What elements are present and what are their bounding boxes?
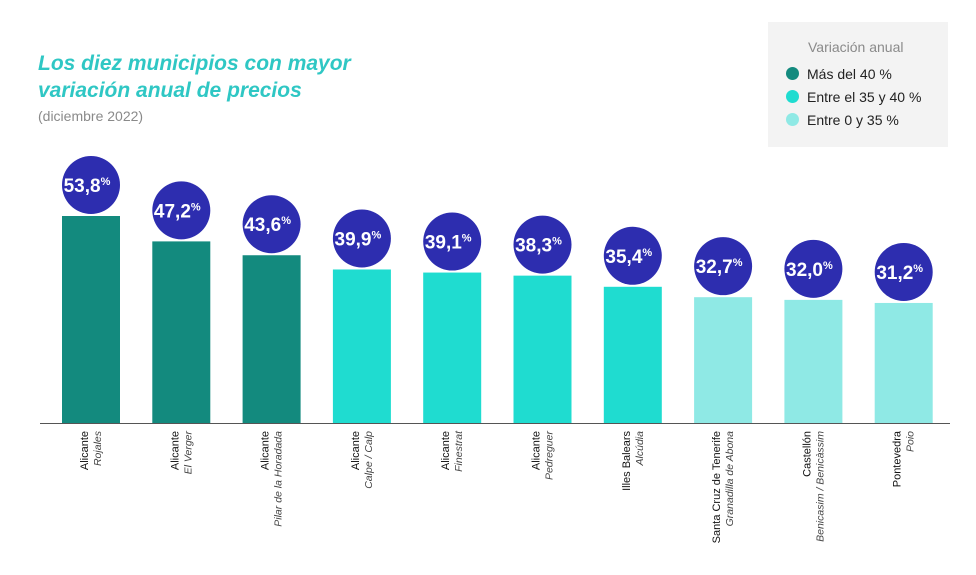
chart-subtitle: (diciembre 2022) (38, 108, 144, 124)
legend-label: Entre el 35 y 40 % (807, 89, 922, 105)
legend-item-0-35: Entre 0 y 35 % (786, 112, 899, 128)
bar (152, 241, 211, 423)
legend-item-35-40: Entre el 35 y 40 % (786, 89, 921, 105)
category-region: Pontevedra (892, 430, 904, 487)
legend-label: Más del 40 % (807, 66, 892, 82)
legend-swatch (786, 113, 799, 126)
category-region: Alicante (440, 431, 452, 470)
category-label: Santa Cruz de Tenerife Granadilla de Abon… (711, 431, 736, 543)
chart-title: Los diez municipios con mayor variación … (38, 52, 351, 102)
category-region: Alicante (169, 431, 181, 470)
bar (332, 269, 391, 423)
data-label: 31,2% (876, 263, 923, 284)
category-region: Castellón (801, 431, 813, 477)
bar (874, 302, 933, 423)
data-label: 39,1% (425, 233, 472, 254)
legend-item-over-40: Más del 40 % (786, 66, 892, 82)
category-municipality: El Verger (182, 431, 194, 475)
legend-title: Variación anual (808, 39, 904, 55)
category-municipality: Benicasim / Benicàssim (814, 431, 826, 542)
legend-swatch (786, 67, 799, 80)
data-label: 47,2% (154, 201, 201, 222)
value-badge (423, 212, 482, 271)
value-badge (784, 239, 843, 298)
bar (513, 275, 572, 423)
category-municipality: Rojales (92, 430, 104, 466)
category-region: Alicante (79, 431, 91, 470)
category-region: Illes Balears (621, 431, 633, 491)
value-badge (874, 242, 933, 301)
category-label: Alicante Rojales (79, 430, 104, 470)
category-label: Alicante Calpe / Calp (350, 431, 375, 489)
value-badge (332, 209, 391, 268)
category-label: Alicante Pilar de la Horadada (260, 431, 285, 527)
category-municipality: Finestrat (453, 430, 465, 472)
value-badge (242, 195, 301, 254)
category-municipality: Pilar de la Horadada (273, 431, 285, 527)
legend-label: Entre 0 y 35 % (807, 112, 899, 128)
bar (694, 297, 753, 423)
category-municipality: Alcúdia (634, 431, 646, 467)
category-region: Alicante (350, 431, 362, 470)
value-badge (62, 156, 120, 214)
category-label: Alicante Finestrat (440, 430, 465, 472)
bar (784, 299, 843, 423)
value-badge (152, 181, 211, 240)
category-label: Alicante Pedreguer (531, 431, 556, 481)
category-region: Santa Cruz de Tenerife (711, 431, 723, 543)
data-label: 35,4% (605, 247, 652, 268)
category-municipality: Granadilla de Abona (724, 431, 736, 527)
data-label: 53,8% (64, 176, 111, 197)
bar (423, 272, 482, 423)
category-region: Alicante (531, 431, 543, 470)
category-region: Alicante (260, 431, 272, 470)
legend: Variación anual Más del 40 % Entre el 35… (768, 22, 948, 147)
bar (242, 255, 301, 423)
category-label: Pontevedra Poio (892, 430, 917, 487)
data-label: 32,7% (696, 257, 743, 278)
data-label: 39,9% (335, 229, 382, 250)
legend-swatch (786, 90, 799, 103)
bar (603, 286, 662, 423)
data-label: 38,3% (515, 236, 562, 257)
category-label: Castellón Benicasim / Benicàssim (801, 431, 826, 542)
category-municipality: Calpe / Calp (363, 431, 375, 489)
value-badge (694, 237, 753, 296)
category-label: Alicante El Verger (169, 431, 194, 475)
category-label: Illes Balears Alcúdia (621, 431, 646, 491)
bar (62, 216, 120, 423)
data-label: 43,6% (244, 215, 291, 236)
category-municipality: Pedreguer (544, 431, 556, 481)
category-municipality: Poio (905, 431, 917, 452)
data-label: 32,0% (786, 260, 833, 281)
value-badge (513, 215, 572, 274)
value-badge (603, 226, 662, 285)
